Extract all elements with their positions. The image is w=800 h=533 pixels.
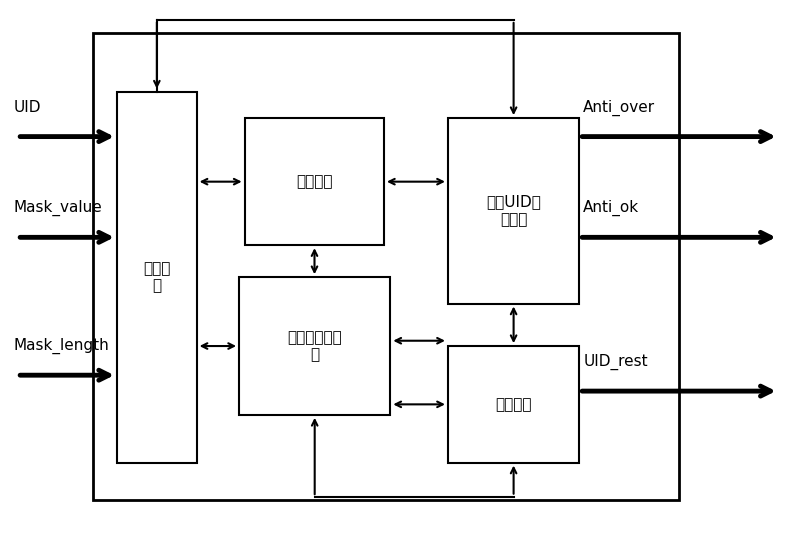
Text: 剩余UID返
回模块: 剩余UID返 回模块 (486, 195, 541, 227)
Text: Mask_value: Mask_value (14, 200, 102, 216)
Text: Mask_length: Mask_length (14, 338, 109, 354)
Text: 匹配级选择模
块: 匹配级选择模 块 (287, 330, 342, 362)
Text: UID: UID (14, 100, 41, 115)
Text: UID_rest: UID_rest (583, 354, 648, 370)
Bar (239, 277, 390, 415)
Bar (245, 118, 384, 245)
Text: Anti_over: Anti_over (583, 99, 655, 116)
Bar (448, 346, 579, 463)
Text: Anti_ok: Anti_ok (583, 200, 639, 216)
Bar (93, 33, 679, 500)
Text: 计算模块: 计算模块 (495, 397, 532, 412)
Bar (448, 118, 579, 304)
Text: 匹配模块: 匹配模块 (296, 174, 333, 189)
Text: 控制模
块: 控制模 块 (143, 261, 170, 293)
Bar (117, 92, 197, 463)
